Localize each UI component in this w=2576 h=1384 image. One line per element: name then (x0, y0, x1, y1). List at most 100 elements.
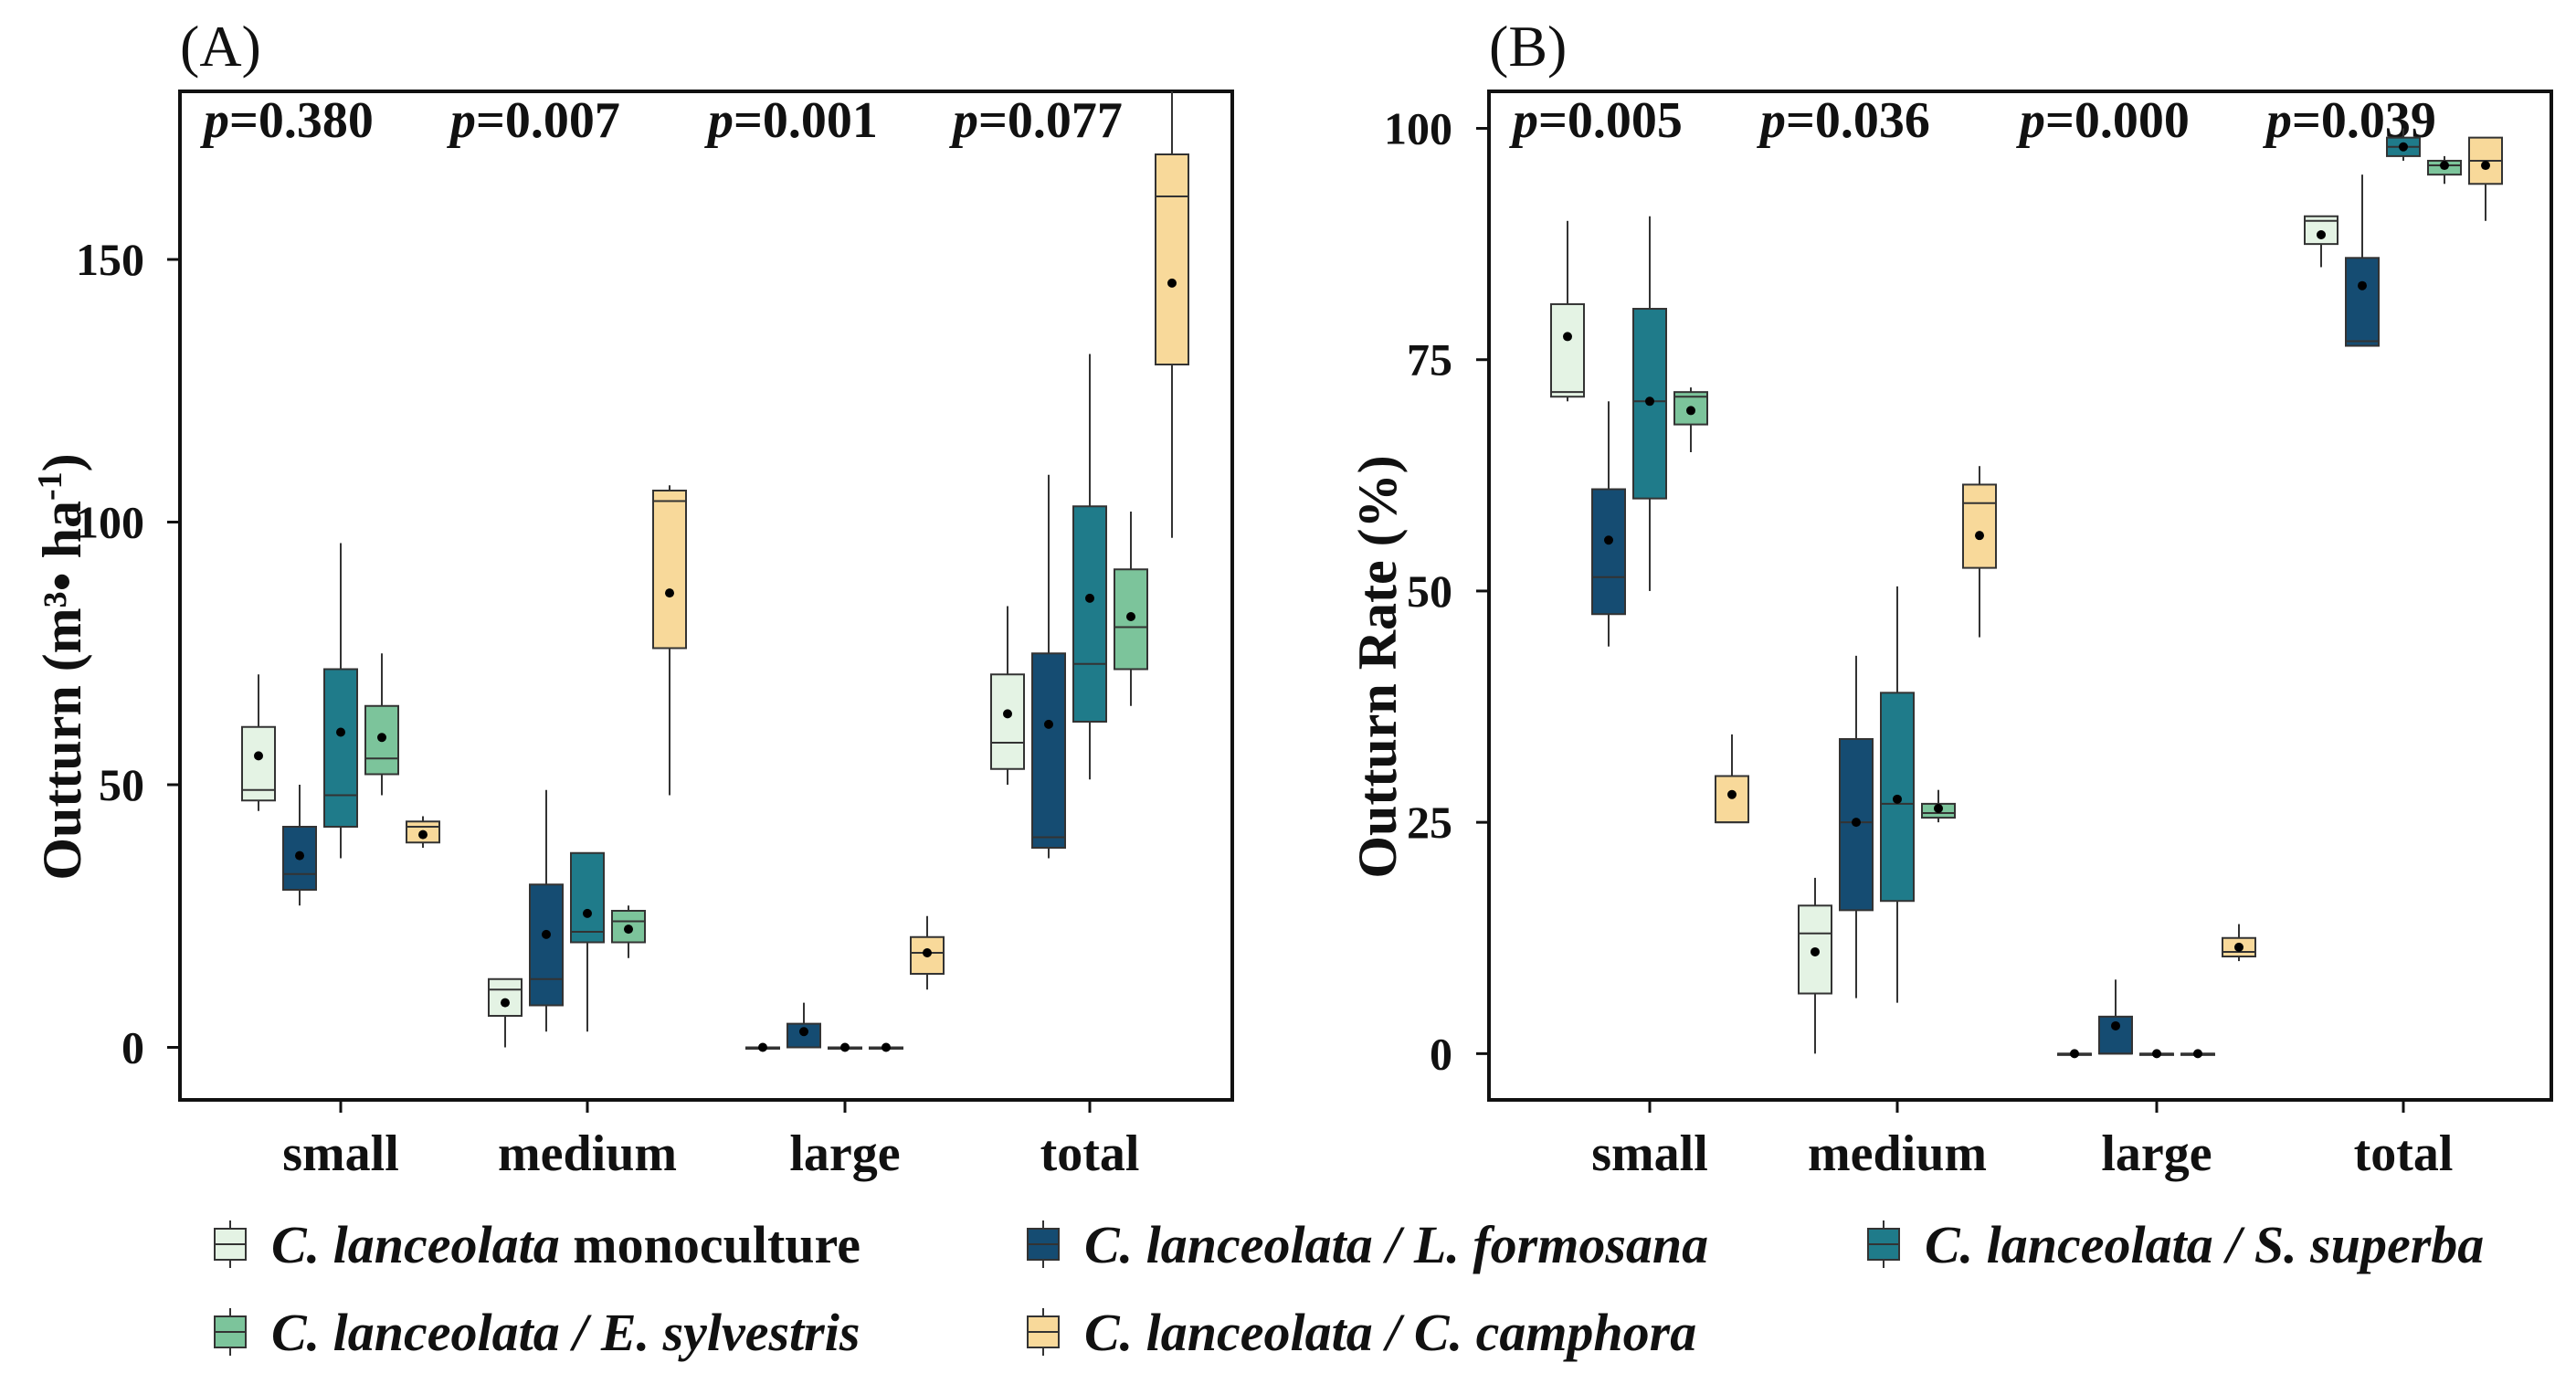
mean-point (923, 948, 932, 957)
box-5-total (2469, 138, 2502, 221)
x-category-label: large (789, 1125, 900, 1182)
box-body (530, 884, 563, 1005)
legend-label: C. lanceolata / E. sylvestris (271, 1303, 860, 1362)
mean-point (624, 924, 633, 934)
box-body (1716, 777, 1748, 823)
p-value-label: p=0.007 (447, 92, 620, 149)
mean-point (1975, 531, 1984, 540)
box-body (324, 670, 357, 828)
box-3-small (1633, 217, 1666, 591)
y-tick-label: 25 (1407, 797, 1452, 848)
mean-point (840, 1043, 850, 1052)
box-3-total (1073, 354, 1106, 780)
mean-point (2317, 230, 2326, 239)
box-1-total (2305, 217, 2338, 268)
box-body (1551, 304, 1584, 396)
mean-point (882, 1043, 891, 1052)
mean-point (1811, 947, 1820, 956)
mean-point (2399, 143, 2408, 152)
mean-point (758, 1043, 767, 1052)
mean-point (665, 588, 674, 597)
box-2-large (2099, 979, 2132, 1053)
box-4-large (870, 1043, 903, 1052)
panel-b: (B)0255075100Outturn Rate (%)smallp=0.00… (1347, 14, 2551, 1182)
mean-point (2440, 161, 2449, 170)
mean-point (2152, 1049, 2161, 1058)
box-body (991, 674, 1024, 769)
box-body (1032, 653, 1065, 848)
mean-point (2193, 1049, 2202, 1058)
x-category-label: medium (1808, 1125, 1987, 1182)
y-tick-label: 50 (1407, 565, 1452, 617)
mean-point (2481, 161, 2490, 170)
box-5-small (1716, 734, 1748, 822)
box-1-medium (489, 979, 522, 1048)
box-body (1592, 490, 1625, 615)
mean-point (254, 751, 263, 760)
y-tick-label: 0 (121, 1022, 144, 1073)
p-value-label: p=0.000 (2016, 92, 2190, 149)
mean-point (418, 830, 428, 840)
p-value-label: p=0.077 (949, 92, 1123, 149)
box-2-small (283, 785, 316, 905)
box-5-small (406, 817, 439, 849)
box-3-small (324, 544, 357, 859)
mean-point (1563, 332, 1572, 341)
box-1-large (746, 1043, 779, 1052)
box-1-medium (1799, 878, 1832, 1053)
y-tick-label: 100 (1384, 103, 1452, 154)
mean-point (1126, 612, 1135, 621)
legend-item: C. lanceolata / C. camphora (1028, 1303, 1696, 1362)
panel-label: (A) (180, 14, 261, 79)
box-2-medium (1840, 656, 1873, 998)
legend-item: C. lanceolata monoculture (215, 1215, 860, 1274)
box-5-medium (653, 485, 686, 795)
mean-point (2234, 943, 2243, 952)
mean-point (542, 930, 551, 939)
mean-point (1727, 790, 1737, 799)
legend-label: C. lanceolata monoculture (271, 1215, 860, 1274)
legend-label: C. lanceolata / S. superba (1925, 1215, 2484, 1274)
box-5-large (911, 916, 944, 990)
mean-point (336, 728, 345, 737)
box-body (2346, 258, 2379, 345)
box-4-medium (1922, 790, 1955, 822)
mean-point (583, 909, 592, 918)
mean-point (2070, 1049, 2079, 1058)
box-body (1963, 484, 1996, 567)
box-4-total (2428, 156, 2461, 184)
box-1-small (1551, 221, 1584, 402)
mean-point (1604, 535, 1613, 544)
x-category-label: small (1591, 1125, 1708, 1182)
p-value-label: p=0.380 (200, 92, 374, 149)
box-2-total (2346, 174, 2379, 345)
legend-item: C. lanceolata / S. superba (1868, 1215, 2484, 1274)
mean-point (799, 1027, 808, 1036)
box-4-small (1674, 387, 1707, 452)
mean-point (377, 733, 386, 742)
box-1-small (242, 674, 275, 811)
mean-point (1852, 818, 1861, 827)
mean-point (1645, 396, 1654, 406)
legend-item: C. lanceolata / L. formosana (1028, 1215, 1708, 1274)
mean-point (1167, 279, 1177, 288)
box-4-medium (612, 905, 645, 958)
p-value-label: p=0.036 (1757, 92, 1930, 149)
legend-item: C. lanceolata / E. sylvestris (215, 1303, 860, 1362)
box-2-small (1592, 401, 1625, 646)
mean-point (295, 851, 304, 861)
box-body (653, 491, 686, 649)
mean-point (1934, 804, 1943, 813)
box-body (571, 853, 604, 943)
box-1-total (991, 607, 1024, 786)
box-2-large (787, 1003, 820, 1048)
plot-frame (1489, 91, 2551, 1100)
mean-point (1044, 720, 1053, 729)
mean-point (2111, 1021, 2120, 1030)
box-5-medium (1963, 466, 1996, 637)
legend: C. lanceolata monoculture C. lanceolata /… (215, 1215, 2484, 1362)
x-category-label: small (282, 1125, 399, 1182)
mean-point (1003, 709, 1012, 718)
box-body (1073, 506, 1106, 722)
box-2-medium (530, 790, 563, 1032)
